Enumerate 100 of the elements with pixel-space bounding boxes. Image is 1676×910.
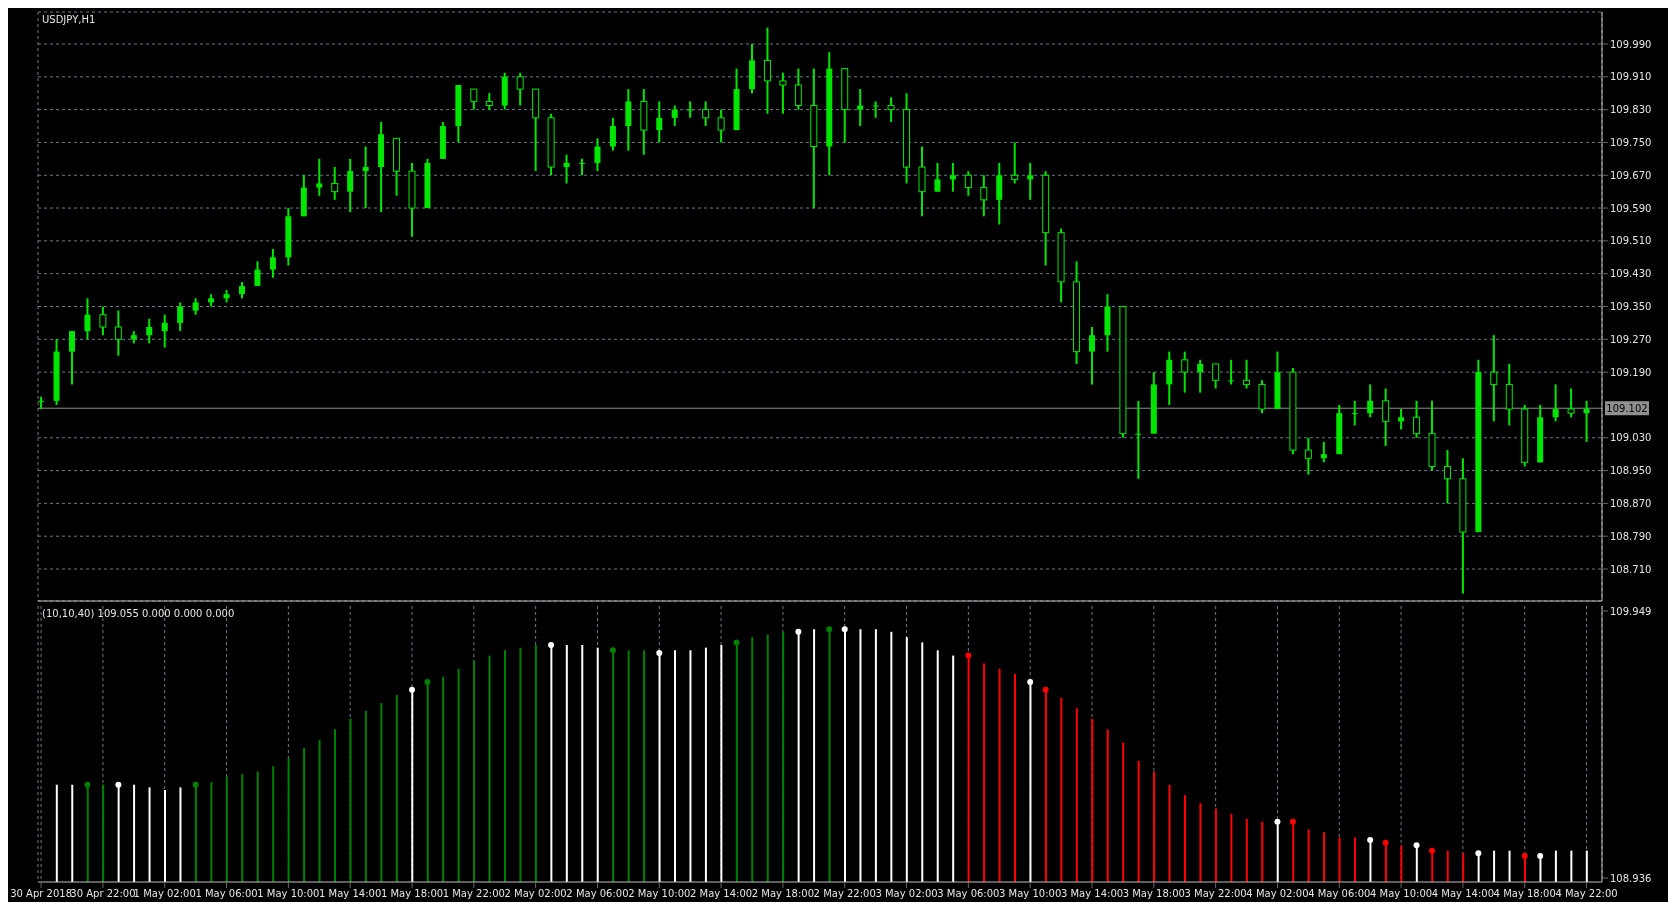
point <box>424 678 431 685</box>
point <box>609 647 616 654</box>
candlestick <box>1320 440 1327 464</box>
point <box>795 628 802 635</box>
candlestick <box>316 157 323 197</box>
candlestick <box>1382 387 1390 447</box>
candlestick <box>362 145 369 210</box>
y-tick-label: 109.350 <box>1610 301 1652 313</box>
candlestick <box>516 71 524 107</box>
candlestick <box>347 157 354 214</box>
point <box>548 642 555 649</box>
candlestick <box>1027 161 1034 201</box>
candlestick <box>1443 449 1451 505</box>
x-tick-label: 30 Apr 22:00 <box>70 888 136 900</box>
x-tick-label: 4 May 06:00 <box>1308 888 1371 900</box>
x-tick-label: 3 May 22:00 <box>1184 888 1247 900</box>
x-tick-label: 2 May 02:00 <box>504 888 567 900</box>
candlestick <box>779 71 787 115</box>
candlestick <box>1351 399 1358 427</box>
point <box>115 781 122 788</box>
candlestick <box>563 153 570 185</box>
point <box>656 649 663 656</box>
candlestick <box>69 330 75 386</box>
candlestick <box>1181 350 1189 394</box>
candlestick <box>1583 399 1590 443</box>
point <box>84 781 91 788</box>
y-tick-label: 109.750 <box>1610 136 1652 148</box>
candlestick <box>609 116 616 152</box>
point <box>1367 837 1374 844</box>
y-tick-label: 109.430 <box>1610 268 1652 280</box>
x-tick-label: 3 May 18:00 <box>1122 888 1185 900</box>
candlestick <box>114 309 122 357</box>
x-tick-label: 3 May 14:00 <box>1060 888 1124 900</box>
y-tick-label: 109.030 <box>1610 432 1652 444</box>
x-tick-label: 1 May 10:00 <box>257 888 320 900</box>
y-tick-label: 109.910 <box>1610 71 1652 83</box>
x-tick-label: 2 May 18:00 <box>751 888 815 900</box>
y-tick-label: 109.670 <box>1610 169 1652 181</box>
candlestick <box>1367 383 1374 419</box>
candlestick <box>872 100 879 119</box>
y-tick-label: 109.830 <box>1610 104 1652 116</box>
candlestick <box>717 108 725 144</box>
x-tick-label: 3 May 10:00 <box>999 888 1062 900</box>
chart-title: USDJPY,H1 <box>42 14 96 25</box>
candlestick <box>980 174 988 218</box>
candlestick <box>671 104 678 128</box>
point <box>1521 852 1528 859</box>
candlestick <box>1304 436 1312 476</box>
point <box>192 781 199 788</box>
x-tick-label: 4 May 22:00 <box>1555 888 1618 900</box>
candlestick <box>934 161 941 193</box>
candlestick <box>331 166 339 201</box>
y-tick-label: 108.790 <box>1610 530 1652 542</box>
x-tick-label: 2 May 22:00 <box>813 888 876 900</box>
y-tick-label: 109.590 <box>1610 202 1652 214</box>
x-tick-label: 1 May 06:00 <box>195 888 258 900</box>
candlestick <box>1011 141 1019 185</box>
point <box>1289 818 1296 825</box>
candlestick <box>1552 383 1559 423</box>
point <box>826 626 833 633</box>
candlestick <box>1135 399 1142 480</box>
candlestick <box>99 305 107 337</box>
candlestick <box>656 100 663 144</box>
candlestick <box>887 96 895 123</box>
candlestick <box>964 170 972 197</box>
candlestick <box>1197 358 1204 394</box>
candlestick <box>702 100 710 128</box>
x-tick-label: 1 May 18:00 <box>380 888 444 900</box>
ref-line-label: 109.102 <box>1606 403 1648 415</box>
x-tick-label: 1 May 14:00 <box>319 888 382 900</box>
candlestick <box>763 26 771 115</box>
candlestick <box>1089 326 1095 386</box>
point <box>841 626 848 633</box>
x-tick-label: 4 May 18:00 <box>1493 888 1556 900</box>
x-tick-label: 3 May 06:00 <box>937 888 1000 900</box>
y-tick-label: 108.710 <box>1610 563 1652 575</box>
x-tick-label: 3 May 02:00 <box>875 888 938 900</box>
candlestick <box>1490 334 1498 423</box>
y-tick-label: 108.950 <box>1610 465 1652 477</box>
candlestick <box>794 67 802 111</box>
candlestick <box>1212 362 1220 390</box>
candlestick <box>161 313 168 349</box>
candlestick <box>687 100 694 119</box>
point <box>1274 818 1281 825</box>
candlestick <box>857 88 864 128</box>
candlestick <box>254 260 261 287</box>
y-tick-label: 109.990 <box>1610 38 1652 50</box>
x-tick-label: 2 May 14:00 <box>689 888 753 900</box>
point <box>1475 850 1482 857</box>
point <box>1382 839 1389 846</box>
candlestick <box>1243 358 1251 390</box>
candlestick <box>1398 408 1405 431</box>
point <box>1537 852 1544 859</box>
y-tick-label: 109.270 <box>1610 333 1652 345</box>
candlestick <box>579 157 585 177</box>
point <box>1042 686 1049 693</box>
point <box>1027 678 1034 685</box>
y-tick-label: 108.936 <box>1610 872 1652 884</box>
x-tick-label: 4 May 02:00 <box>1246 888 1309 900</box>
x-tick-label: 1 May 02:00 <box>133 888 196 900</box>
